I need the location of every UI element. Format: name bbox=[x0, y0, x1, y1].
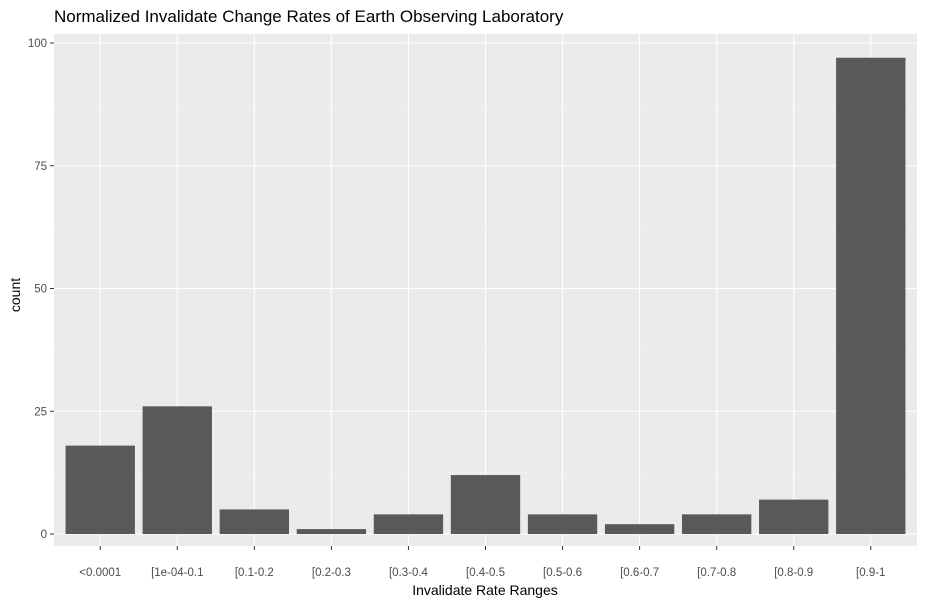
chart-title: Normalized Invalidate Change Rates of Ea… bbox=[54, 7, 564, 26]
x-axis-title: Invalidate Rate Ranges bbox=[412, 582, 558, 598]
bar bbox=[836, 57, 906, 534]
bar bbox=[296, 529, 367, 534]
bar bbox=[604, 524, 675, 534]
bar bbox=[373, 514, 444, 534]
x-tick-label: [0.5-0.6 bbox=[543, 567, 582, 579]
y-tick-label: 50 bbox=[34, 284, 47, 296]
x-tick-label: [0.1-0.2 bbox=[235, 567, 274, 579]
bar bbox=[142, 406, 212, 534]
y-tick-label: 75 bbox=[34, 161, 47, 173]
x-tick-label: [0.2-0.3 bbox=[312, 567, 351, 579]
y-tick-label: 100 bbox=[28, 38, 47, 50]
bar bbox=[759, 499, 829, 534]
bar bbox=[219, 509, 290, 534]
axes: 0 25 50 75 100 <0.0001 [1e-04-0.1 [0.1-0.2 [0.2-… bbox=[28, 38, 886, 579]
x-tick-label: [0.4-0.5 bbox=[466, 567, 505, 579]
y-tick-label: 25 bbox=[34, 406, 47, 418]
bar bbox=[65, 445, 135, 534]
x-tick-label: [1e-04-0.1 bbox=[151, 567, 203, 579]
x-tick-label: [0.3-0.4 bbox=[389, 567, 429, 579]
x-tick-label: [0.8-0.9 bbox=[774, 567, 813, 579]
x-tick-label: [0.9-1 bbox=[856, 567, 885, 579]
bar bbox=[450, 475, 521, 534]
bar bbox=[681, 514, 752, 534]
x-tick-label: <0.0001 bbox=[79, 567, 121, 579]
x-tick-label: [0.6-0.7 bbox=[620, 567, 659, 579]
bars bbox=[65, 57, 906, 534]
x-tick-label: [0.7-0.8 bbox=[697, 567, 736, 579]
y-tick-label: 0 bbox=[41, 529, 47, 541]
y-axis-title: count bbox=[7, 278, 23, 312]
bar bbox=[527, 514, 598, 534]
